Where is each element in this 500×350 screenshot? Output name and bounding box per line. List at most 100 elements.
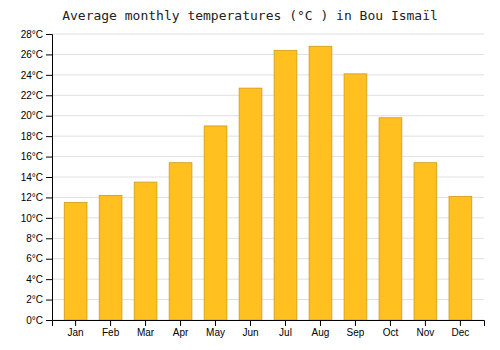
tick-label: Feb <box>102 327 120 338</box>
tick-mark <box>390 320 391 326</box>
tick-label: 6°C <box>26 253 43 264</box>
tick-label: 22°C <box>21 90 43 101</box>
tick: 8°C <box>26 233 52 244</box>
tick-label: 12°C <box>21 192 43 203</box>
tick: Jul <box>279 320 292 338</box>
tick: 10°C <box>21 213 52 224</box>
tick-mark <box>46 54 52 55</box>
y-axis: 0°C2°C4°C6°C8°C10°C12°C14°C16°C18°C20°C2… <box>21 29 53 326</box>
tick-mark <box>46 95 52 96</box>
tick: 14°C <box>21 172 52 183</box>
tick-mark <box>46 279 52 280</box>
tick-label: Sep <box>347 327 365 338</box>
grid <box>52 34 484 320</box>
tick-mark <box>46 197 52 198</box>
axis-line <box>46 35 53 321</box>
tick-mark <box>46 75 52 76</box>
bar <box>449 196 472 320</box>
tick: Jun <box>242 320 258 338</box>
tick: 22°C <box>21 90 52 101</box>
grid-line <box>52 156 484 157</box>
tick: Feb <box>102 320 120 338</box>
grid-line <box>52 54 484 55</box>
tick-mark <box>46 238 52 239</box>
tick-mark <box>46 34 52 35</box>
chart: Average monthly temperatures (°C ) in Bo… <box>0 0 500 350</box>
bar <box>64 203 87 320</box>
bar <box>134 182 157 320</box>
tick: Mar <box>137 320 155 338</box>
grid-line <box>52 34 484 35</box>
tick-mark <box>75 320 76 326</box>
tick: 24°C <box>21 70 52 81</box>
tick-mark <box>46 177 52 178</box>
tick: 2°C <box>26 294 52 305</box>
tick: 6°C <box>26 253 52 264</box>
grid-line <box>52 136 484 137</box>
tick: Sep <box>347 320 365 338</box>
bars <box>64 46 472 320</box>
grid-line <box>52 95 484 96</box>
axis-line <box>53 321 485 327</box>
bar <box>239 88 262 320</box>
tick-label: Jun <box>242 327 258 338</box>
tick: Aug <box>312 320 330 338</box>
tick-label: Apr <box>173 327 189 338</box>
tick: 12°C <box>21 192 52 203</box>
tick-mark <box>355 320 356 326</box>
tick: 20°C <box>21 110 52 121</box>
tick-mark <box>46 300 52 301</box>
bar <box>99 195 122 320</box>
tick-label: 24°C <box>21 70 43 81</box>
tick: Apr <box>173 320 189 338</box>
tick-label: 18°C <box>21 131 43 142</box>
tick-label: 10°C <box>21 213 43 224</box>
plot: 0°C2°C4°C6°C8°C10°C12°C14°C16°C18°C20°C2… <box>21 29 485 338</box>
tick-label: 28°C <box>21 29 43 40</box>
bar <box>379 118 402 320</box>
x-axis: Jan Feb Mar Apr May Jun Jul Aug Sep Oct Nov Dec <box>53 320 485 338</box>
bar <box>169 163 192 320</box>
bar <box>274 50 297 320</box>
tick: 28°C <box>21 29 52 40</box>
tick-mark <box>46 136 52 137</box>
tick-mark <box>250 320 251 326</box>
tick-label: 20°C <box>21 110 43 121</box>
tick-label: May <box>206 327 225 338</box>
tick-label: Nov <box>417 327 435 338</box>
tick-mark <box>320 320 321 326</box>
tick: May <box>206 320 225 338</box>
tick-mark <box>46 116 52 117</box>
tick-label: 26°C <box>21 49 43 60</box>
tick: 4°C <box>26 274 52 285</box>
bar <box>414 163 437 320</box>
tick-label: 0°C <box>26 315 43 326</box>
tick-mark <box>145 320 146 326</box>
tick-label: Jan <box>68 327 84 338</box>
tick-label: 8°C <box>26 233 43 244</box>
tick: Nov <box>417 320 435 338</box>
grid-line <box>52 115 484 116</box>
tick-label: Aug <box>312 327 330 338</box>
tick: 0°C <box>26 315 52 326</box>
bar <box>309 46 332 320</box>
tick: Oct <box>383 320 399 338</box>
tick: 18°C <box>21 131 52 142</box>
tick-mark <box>215 320 216 326</box>
tick: Jan <box>68 320 84 338</box>
bar <box>344 74 367 320</box>
tick-mark <box>180 320 181 326</box>
tick-mark <box>460 320 461 326</box>
tick-mark <box>46 218 52 219</box>
tick-label: Mar <box>137 327 155 338</box>
tick-mark <box>425 320 426 326</box>
tick: 26°C <box>21 49 52 60</box>
tick-label: Oct <box>383 327 399 338</box>
tick-mark <box>110 320 111 326</box>
tick: Dec <box>451 320 469 338</box>
tick-mark <box>285 320 286 326</box>
tick-mark <box>46 320 52 321</box>
title: Average monthly temperatures (°C ) in Bo… <box>62 8 438 23</box>
tick-label: Jul <box>279 327 292 338</box>
tick-mark <box>46 259 52 260</box>
